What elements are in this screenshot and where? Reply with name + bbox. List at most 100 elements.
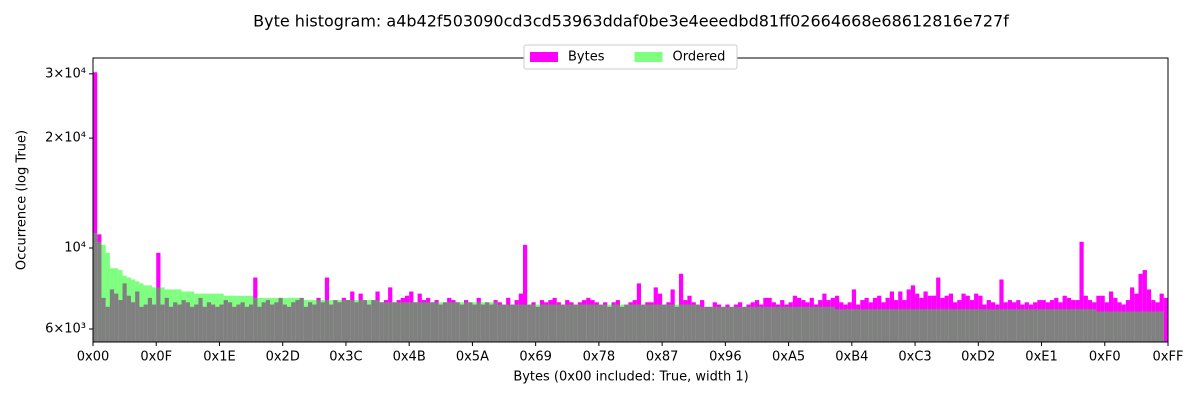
bar (830, 306, 835, 342)
bar (624, 304, 629, 342)
bar (147, 285, 153, 342)
bar (1108, 311, 1114, 342)
bar (143, 285, 148, 342)
x-tick-label: 0x00 (77, 350, 110, 365)
bar (931, 309, 937, 342)
bar (358, 300, 363, 342)
bar (248, 295, 254, 342)
bar (716, 306, 722, 342)
x-tick-label: 0xA5 (772, 350, 805, 365)
bar (257, 297, 262, 342)
bar (1016, 309, 1021, 342)
bar (101, 244, 106, 342)
bar (303, 300, 308, 342)
legend-label: Ordered (672, 50, 725, 65)
bar (1130, 311, 1135, 342)
x-tick-label: 0x1E (203, 350, 235, 365)
bar (1012, 309, 1017, 342)
bar (813, 306, 819, 342)
bar (860, 309, 865, 342)
x-tick-label: 0x5A (456, 350, 489, 365)
bar (135, 281, 140, 342)
bar (788, 306, 793, 342)
bar (759, 306, 764, 342)
bar (615, 304, 620, 342)
bar (1134, 311, 1139, 342)
bar (657, 304, 663, 342)
bar (177, 289, 182, 342)
bar (889, 309, 894, 342)
bar (219, 293, 224, 342)
bar (308, 300, 313, 342)
bar (189, 291, 195, 342)
bar (906, 309, 911, 342)
bar (1151, 311, 1156, 342)
bar (211, 293, 216, 342)
bar (1020, 309, 1025, 342)
bar (198, 293, 203, 342)
bar (426, 302, 431, 342)
bar (653, 304, 658, 342)
bar (611, 304, 616, 342)
bar (333, 300, 338, 342)
bar (733, 306, 738, 342)
bar (767, 306, 772, 342)
bar (1075, 309, 1080, 342)
bar (1142, 311, 1147, 342)
bar (510, 304, 515, 342)
bar (421, 302, 427, 342)
bar (1033, 309, 1038, 342)
bar (902, 309, 907, 342)
bar (641, 304, 646, 342)
bar (202, 293, 207, 342)
bar (173, 289, 178, 342)
bar (455, 302, 460, 342)
bar (1163, 297, 1168, 342)
bar (497, 304, 502, 342)
bar (130, 279, 136, 342)
bar (1100, 311, 1105, 342)
bar (181, 291, 186, 342)
bar (834, 309, 840, 342)
bar (864, 309, 869, 342)
bar (856, 309, 861, 342)
bar (185, 291, 190, 342)
bar (367, 300, 372, 342)
bar (763, 306, 768, 342)
bar (712, 306, 717, 342)
bar (893, 309, 899, 342)
bar (552, 304, 557, 342)
bar (695, 304, 701, 342)
bar (168, 289, 174, 342)
bar (485, 302, 490, 342)
bar (1104, 311, 1109, 342)
x-tick-label: 0xE1 (1025, 350, 1057, 365)
bar (915, 309, 920, 342)
bar (291, 297, 296, 342)
bar (771, 306, 776, 342)
bar (438, 302, 443, 342)
bar (1054, 309, 1059, 342)
bar (805, 306, 810, 342)
bar (139, 283, 144, 342)
bar (1142, 270, 1147, 342)
bar (404, 302, 410, 342)
bar (417, 302, 422, 342)
bar (619, 304, 625, 342)
bar (329, 300, 334, 342)
bar (1079, 309, 1084, 342)
bar (822, 306, 827, 342)
bar (93, 72, 98, 342)
bar (910, 309, 916, 342)
bar (560, 304, 566, 342)
legend-label: Bytes (568, 50, 605, 65)
bar (539, 304, 545, 342)
bar (636, 304, 642, 342)
bar (603, 304, 608, 342)
x-tick-label: 0x87 (646, 350, 679, 365)
bar (839, 309, 844, 342)
bar (244, 295, 249, 342)
y-axis-label: Occurrence (log True) (15, 130, 30, 270)
bar (388, 302, 393, 342)
bar (215, 293, 220, 342)
